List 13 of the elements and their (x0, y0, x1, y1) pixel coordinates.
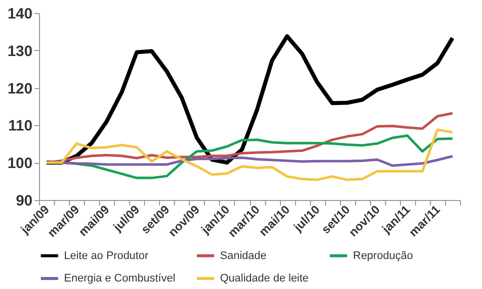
legend-label: Sanidade (220, 250, 266, 262)
legend-label: Leite ao Produtor (64, 250, 149, 262)
line-series (45, 112, 454, 164)
y-tick-label: 130 (7, 42, 32, 60)
line-series (44, 34, 454, 165)
y-tick-label: 90 (16, 192, 32, 210)
y-tick-label: 110 (8, 118, 32, 135)
legend-label: Energia e Combustível (64, 272, 176, 284)
y-tick-label: 120 (7, 80, 32, 98)
legend-label: Reprodução (353, 250, 413, 262)
y-tick-label: 140 (7, 6, 32, 22)
legend-label: Qualidade de leite (220, 272, 309, 284)
y-tick-label: 100 (7, 155, 32, 172)
